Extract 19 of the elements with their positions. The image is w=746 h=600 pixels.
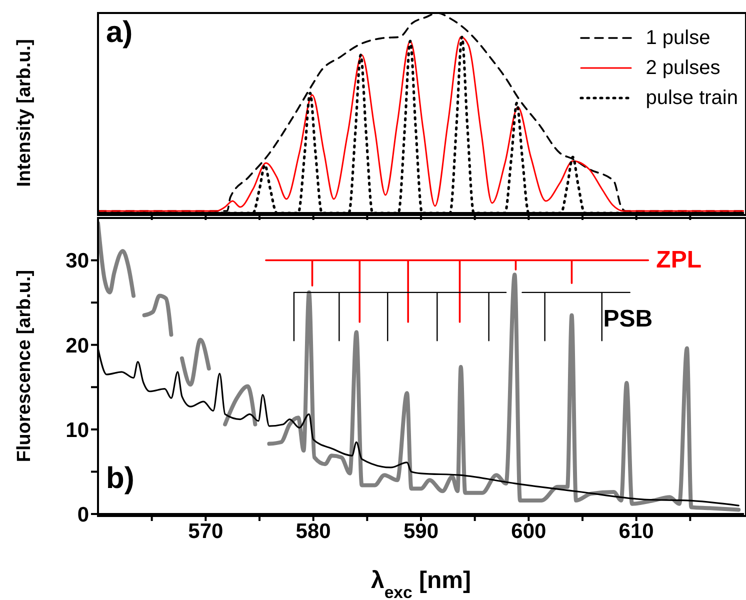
series-label: ZPL [656,246,702,274]
legend-label: pulse train [646,86,738,110]
y-tick-label: 10 [66,418,89,442]
y-tick-label: 30 [66,250,89,273]
y-tick-label: 0 [77,503,89,526]
x-tick-label: 600 [511,520,546,543]
legend-label: 1 pulse [646,26,710,50]
y-tick-label: 20 [66,334,89,358]
x-tick-label: 590 [403,520,439,543]
series-label: PSB [603,305,653,332]
annotation: a) [106,16,133,50]
x-tick-label: 610 [618,520,654,543]
y-axis-title: Fluorescence [arb.u.] [14,270,35,462]
y-axis-title: Intensity [arb.u.] [14,39,35,187]
annotation: b) [106,462,134,496]
x-tick-label: 570 [188,520,224,543]
x-axis-title: λ$_{exc}$ [nm] [370,567,472,600]
x-tick-label: 580 [296,520,331,543]
legend-label: 2 pulses [646,56,720,80]
